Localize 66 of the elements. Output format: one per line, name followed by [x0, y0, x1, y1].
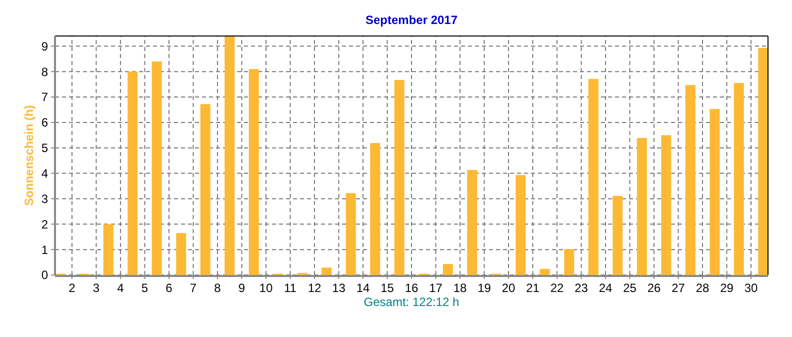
x-tick-label: 26 [647, 281, 662, 295]
x-tick-label: 27 [672, 281, 686, 295]
bar [516, 175, 526, 275]
bar [467, 170, 478, 275]
x-tick-label: 7 [190, 281, 197, 295]
bar [128, 72, 138, 275]
y-tick-label: 7 [41, 90, 48, 104]
y-tick-label: 9 [41, 39, 48, 54]
x-tick-label: 20 [502, 281, 516, 295]
x-tick-label: 2 [68, 281, 76, 295]
y-tick-label: 3 [41, 192, 48, 206]
x-tick-label: 28 [696, 281, 710, 295]
bar [248, 69, 259, 275]
y-tick-label: 8 [41, 64, 48, 79]
bar [322, 268, 332, 275]
bar [370, 143, 380, 275]
x-tick-label: 15 [380, 281, 394, 295]
x-tick-label: 4 [117, 281, 124, 295]
bar [588, 78, 598, 275]
bar [661, 135, 672, 275]
x-tick-label: 5 [141, 281, 148, 295]
x-tick-label: 30 [744, 281, 758, 295]
bar [152, 61, 162, 275]
x-tick-label: 19 [478, 281, 492, 295]
x-tick-label: 3 [92, 281, 100, 295]
x-tick-label: 18 [453, 281, 467, 295]
x-tick-label: 9 [238, 281, 246, 295]
x-tick-label: 6 [166, 281, 173, 295]
x-tick-label: 21 [526, 281, 540, 295]
bar [685, 85, 696, 275]
y-tick-label: 2 [41, 217, 48, 232]
x-tick-label: 11 [284, 281, 297, 295]
y-tick-label: 4 [41, 166, 48, 180]
bar [103, 224, 114, 275]
x-tick-label: 23 [574, 281, 588, 295]
chart-title: September 2017 [365, 13, 458, 27]
bar [636, 138, 647, 275]
bar [734, 83, 744, 275]
text: Gesamt: 122:12 h [364, 295, 460, 309]
y-tick-label: 1 [41, 242, 48, 257]
bar [758, 48, 768, 275]
bar [710, 108, 720, 275]
bar [540, 268, 550, 275]
bar [200, 104, 210, 275]
x-tick-label: 14 [356, 281, 370, 295]
x-tick-label: 17 [429, 281, 443, 295]
x-tick-label: 25 [623, 281, 637, 295]
bar [346, 193, 356, 275]
y-axis-title: Sonnenschein (h) [22, 105, 36, 206]
bar [176, 233, 186, 275]
bar [224, 36, 235, 275]
y-tick-label: 5 [41, 141, 48, 156]
bar [564, 249, 574, 275]
x-tick-label: 10 [259, 281, 273, 295]
x-tick-label: 24 [598, 281, 613, 295]
x-tick-label: 29 [720, 281, 734, 295]
x-tick-label: 8 [214, 281, 222, 295]
y-tick-label: 0 [41, 268, 48, 282]
x-tick-label: 13 [332, 281, 346, 295]
y-tick-label: 6 [41, 116, 48, 130]
bar [612, 196, 623, 275]
bar [442, 264, 453, 275]
x-tick-label: 16 [404, 281, 418, 295]
x-tick-label: 22 [550, 281, 564, 295]
x-tick-label: 12 [308, 281, 322, 295]
bar [394, 80, 404, 275]
